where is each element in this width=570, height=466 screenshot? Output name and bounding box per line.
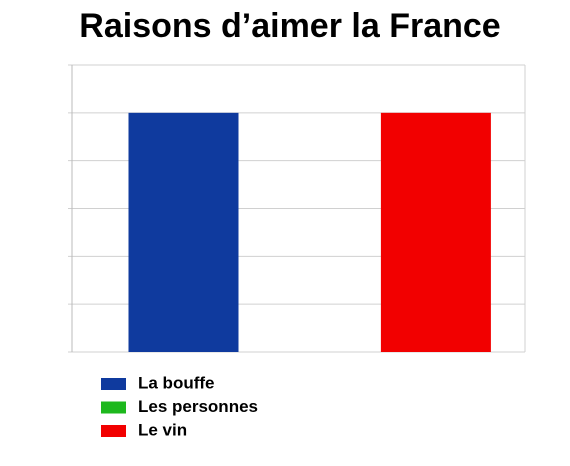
legend-swatch <box>101 378 126 390</box>
bar <box>128 112 239 352</box>
legend-swatch <box>101 425 126 437</box>
legend-label: Le vin <box>138 420 187 439</box>
chart-title: Raisons d’aimer la France <box>79 7 500 45</box>
bar <box>380 112 491 352</box>
legend-label: Les personnes <box>138 397 258 416</box>
legend-swatch <box>101 401 126 414</box>
legend-label: La bouffe <box>138 373 215 392</box>
